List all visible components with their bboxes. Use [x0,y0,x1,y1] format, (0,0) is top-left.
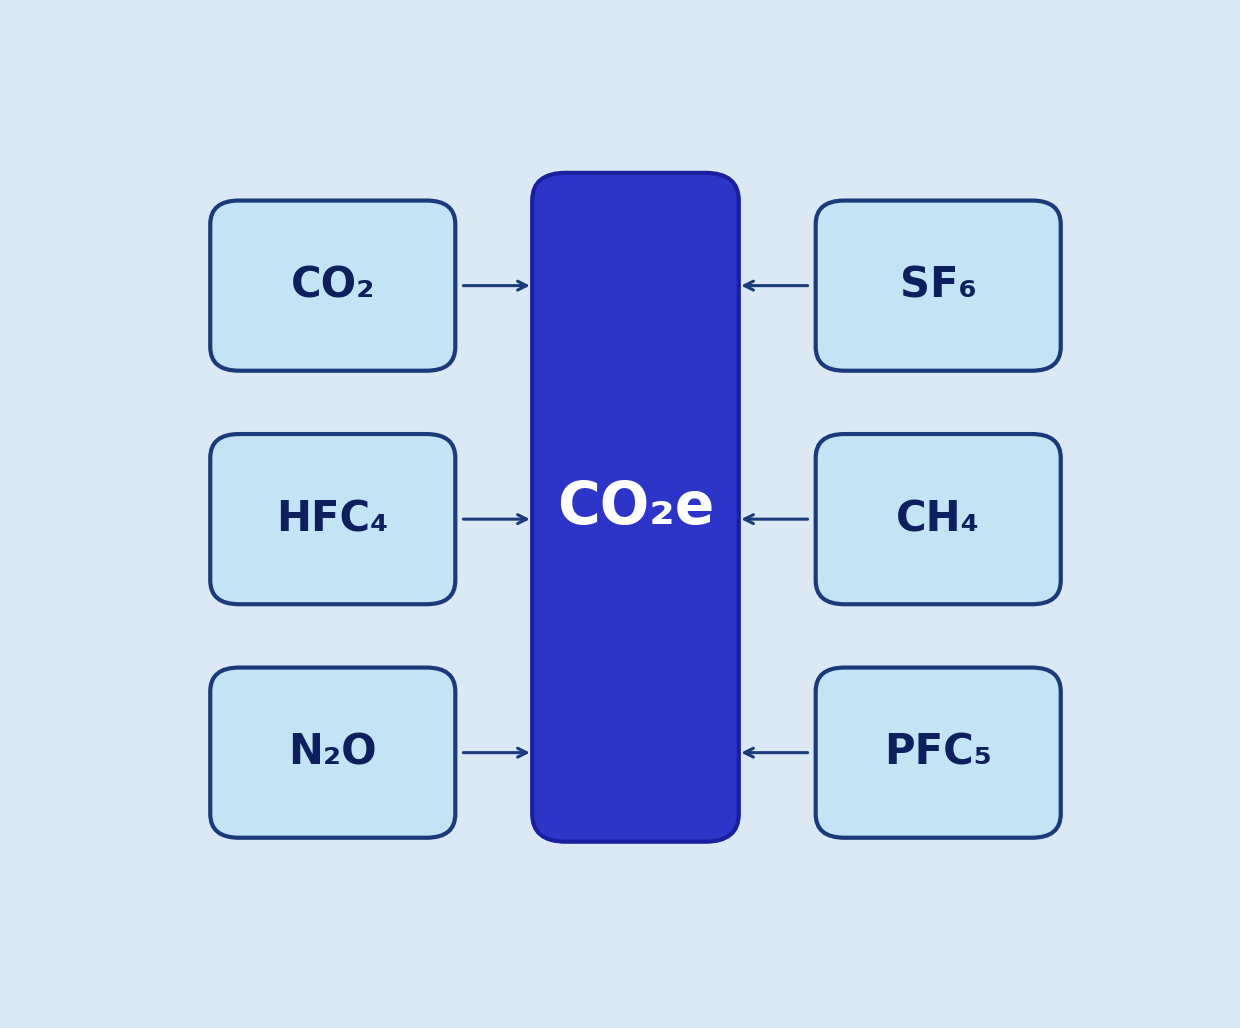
FancyBboxPatch shape [816,667,1060,838]
FancyBboxPatch shape [816,200,1060,371]
FancyBboxPatch shape [211,667,455,838]
FancyBboxPatch shape [211,434,455,604]
Text: CH₄: CH₄ [897,499,980,540]
Text: SF₆: SF₆ [900,264,977,306]
Text: CO₂: CO₂ [290,264,374,306]
Text: PFC₅: PFC₅ [884,732,992,774]
FancyBboxPatch shape [532,173,739,842]
FancyBboxPatch shape [211,200,455,371]
FancyBboxPatch shape [816,434,1060,604]
Text: HFC₄: HFC₄ [277,499,389,540]
Text: CO₂e: CO₂e [557,479,714,536]
Text: N₂O: N₂O [289,732,377,774]
